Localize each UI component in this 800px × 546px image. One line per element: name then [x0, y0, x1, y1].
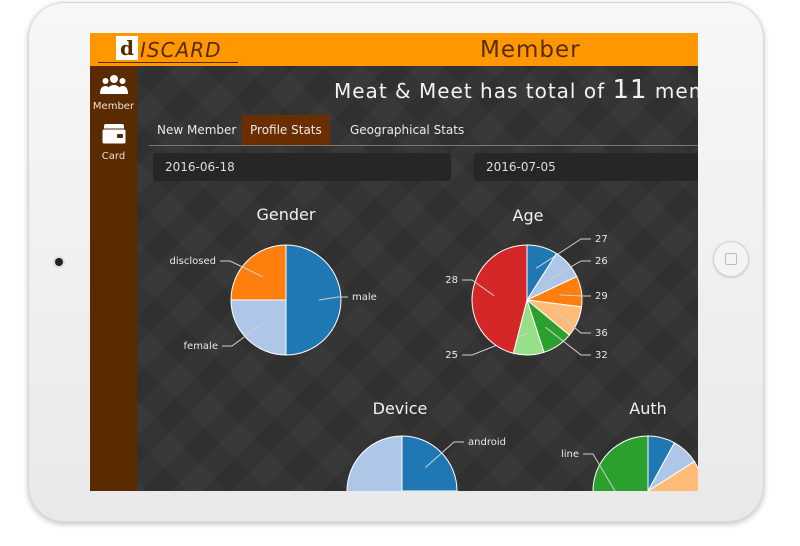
pie-slice-auth-3[interactable] [592, 435, 649, 491]
pie-label: male [352, 292, 377, 303]
pie-slice-gender-0[interactable] [285, 244, 342, 356]
tab-bar: New Member Profile Stats Geographical St… [149, 115, 698, 146]
sidebar-item-label: Card [101, 151, 126, 162]
label-leader-line [535, 238, 591, 269]
home-button[interactable] [713, 241, 749, 277]
group-icon [100, 75, 128, 94]
sidebar: Member Card [90, 66, 137, 491]
chart-title-device: Device [372, 399, 428, 418]
pie-label: 28 [445, 275, 458, 286]
chart-title-gender: Gender [256, 205, 316, 224]
label-leader-line [545, 326, 591, 356]
label-leader-line [462, 279, 495, 297]
pie-label: 26 [595, 256, 608, 267]
label-leader-line [551, 260, 591, 279]
label-leader-line [559, 294, 591, 297]
pie-label: 25 [445, 350, 458, 361]
label-leader-line [425, 441, 464, 469]
pie-label: 27 [595, 234, 608, 245]
label-leader-line [556, 312, 591, 334]
logo-text: ISCARD [140, 38, 222, 62]
label-leader-line [583, 453, 616, 491]
pie-label: android [468, 437, 506, 448]
chart-title-auth: Auth [629, 399, 667, 418]
pie-slice-auth-2[interactable] [647, 460, 698, 491]
pie-slice-gender-1[interactable] [230, 299, 287, 356]
pie-label: 36 [595, 328, 608, 339]
wallet-card-icon [101, 124, 127, 145]
top-bar: d ISCARD Member [90, 33, 698, 66]
sidebar-item-label: Member [92, 101, 135, 112]
sidebar-item-member[interactable]: Member [90, 70, 137, 114]
pie-slice-device-2[interactable] [346, 435, 403, 491]
camera-icon [55, 258, 63, 266]
pie-label: disclosed [170, 256, 216, 267]
pie-label: female [184, 341, 218, 352]
logo-mark: d [116, 36, 138, 60]
end-date-field[interactable]: 2016-07-05 [474, 153, 698, 181]
pie-charts: male female disclosed 27 26 29 36 32 25 28 android… [170, 234, 698, 491]
sidebar-item-card[interactable]: Card [90, 120, 137, 164]
label-leader-line [222, 322, 263, 347]
label-leader-line [318, 296, 348, 301]
tab-new-member[interactable]: New Member [157, 123, 237, 137]
pie-label: 29 [595, 291, 608, 302]
label-leader-line [220, 260, 263, 278]
app-screen: d ISCARD Member Member Card [90, 33, 698, 491]
page-title: Member [480, 37, 581, 63]
tab-geographical-stats[interactable]: Geographical Stats [350, 123, 465, 137]
logo: d ISCARD [98, 36, 238, 63]
start-date-field[interactable]: 2016-06-18 [153, 153, 451, 181]
summary-prefix: Meat & Meet has total of [334, 79, 606, 103]
pie-slice-age-6[interactable] [471, 244, 528, 354]
summary-suffix: membe [654, 79, 698, 103]
member-count: 11 [612, 75, 648, 105]
member-summary: Meat & Meet has total of 11 membe [334, 75, 698, 105]
chart-title-age: Age [512, 206, 544, 225]
pie-slice-gender-2[interactable] [230, 244, 287, 301]
pie-label: 32 [595, 350, 608, 361]
tab-profile-stats[interactable]: Profile Stats [242, 115, 330, 145]
pie-label: line [561, 449, 579, 460]
